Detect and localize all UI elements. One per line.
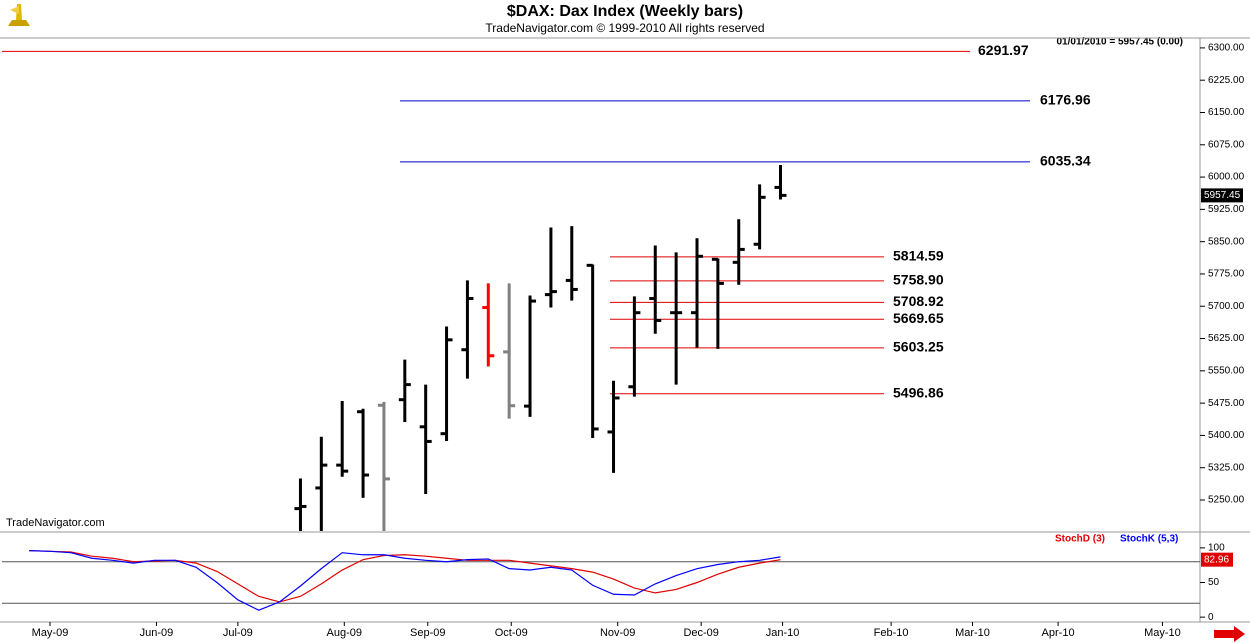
x-tick-label: May-10 — [1144, 627, 1181, 639]
y-tick-label: 5325.00 — [1208, 462, 1245, 473]
watermark: TradeNavigator.com — [6, 517, 105, 529]
x-tick-label: Oct-09 — [495, 627, 528, 639]
legend-entry: StochK (5,3) — [1120, 534, 1178, 545]
level-label: 5669.65 — [893, 310, 944, 326]
y-tick-label: 5625.00 — [1208, 333, 1245, 344]
y-tick-label: 5775.00 — [1208, 269, 1245, 280]
y-tick-label: 5700.00 — [1208, 301, 1245, 312]
quote: 01/01/2010 = 5957.45 (0.00) — [1057, 37, 1184, 48]
x-tick-label: Feb-10 — [874, 627, 909, 639]
level-label: 6291.97 — [978, 42, 1029, 58]
y-tick-label: 5475.00 — [1208, 398, 1245, 409]
x-tick-label: Apr-10 — [1042, 627, 1075, 639]
x-tick-label: Aug-09 — [327, 627, 362, 639]
last-value-box — [1201, 552, 1233, 567]
level-label: 5814.59 — [893, 248, 944, 264]
y-tick-label: 5850.00 — [1208, 236, 1245, 247]
level-label: 5758.90 — [893, 272, 944, 288]
y-tick-label: 6150.00 — [1208, 107, 1245, 118]
stoch-line — [29, 550, 781, 611]
chart-title: $DAX: Dax Index (Weekly bars) — [507, 3, 743, 20]
stoch-line — [29, 550, 781, 603]
last-price-box — [1201, 188, 1243, 203]
level-label: 5603.25 — [893, 339, 944, 355]
x-tick-label: Jan-10 — [766, 627, 800, 639]
logo — [8, 4, 30, 26]
x-tick-label: Mar-10 — [955, 627, 990, 639]
level-label: 5496.86 — [893, 384, 944, 400]
x-tick-label: Jul-09 — [223, 627, 253, 639]
x-tick-label: Dec-09 — [683, 627, 718, 639]
y-tick-label: 6000.00 — [1208, 172, 1245, 183]
last-price-label: 5957.45 — [1204, 190, 1241, 201]
x-tick-label: Sep-09 — [410, 627, 445, 639]
y-tick-label: 6075.00 — [1208, 139, 1245, 150]
x-tick-label: Nov-09 — [600, 627, 635, 639]
level-label: 5708.92 — [893, 293, 944, 309]
legend-entry: StochD (3) — [1055, 534, 1105, 545]
y-tick-label: 0 — [1208, 612, 1214, 623]
y-tick-label: 5250.00 — [1208, 495, 1245, 506]
level-label: 6176.96 — [1040, 92, 1091, 108]
scroll-arrow[interactable] — [1214, 626, 1245, 642]
x-tick-label: May-09 — [32, 627, 69, 639]
level-label: 6035.34 — [1040, 153, 1091, 169]
bars — [294, 165, 787, 531]
y-tick-label: 50 — [1208, 577, 1220, 588]
y-tick-label: 5400.00 — [1208, 430, 1245, 441]
y-tick-label: 5925.00 — [1208, 204, 1245, 215]
last-value-label: 82.96 — [1204, 554, 1229, 565]
y-tick-label: 5550.00 — [1208, 365, 1245, 376]
x-tick-label: Jun-09 — [140, 627, 174, 639]
y-tick-label: 100 — [1208, 542, 1225, 553]
y-tick-label: 6225.00 — [1208, 75, 1245, 86]
chart-subtitle: TradeNavigator.com © 1999-2010 All right… — [485, 21, 764, 35]
y-tick-label: 6300.00 — [1208, 43, 1245, 54]
